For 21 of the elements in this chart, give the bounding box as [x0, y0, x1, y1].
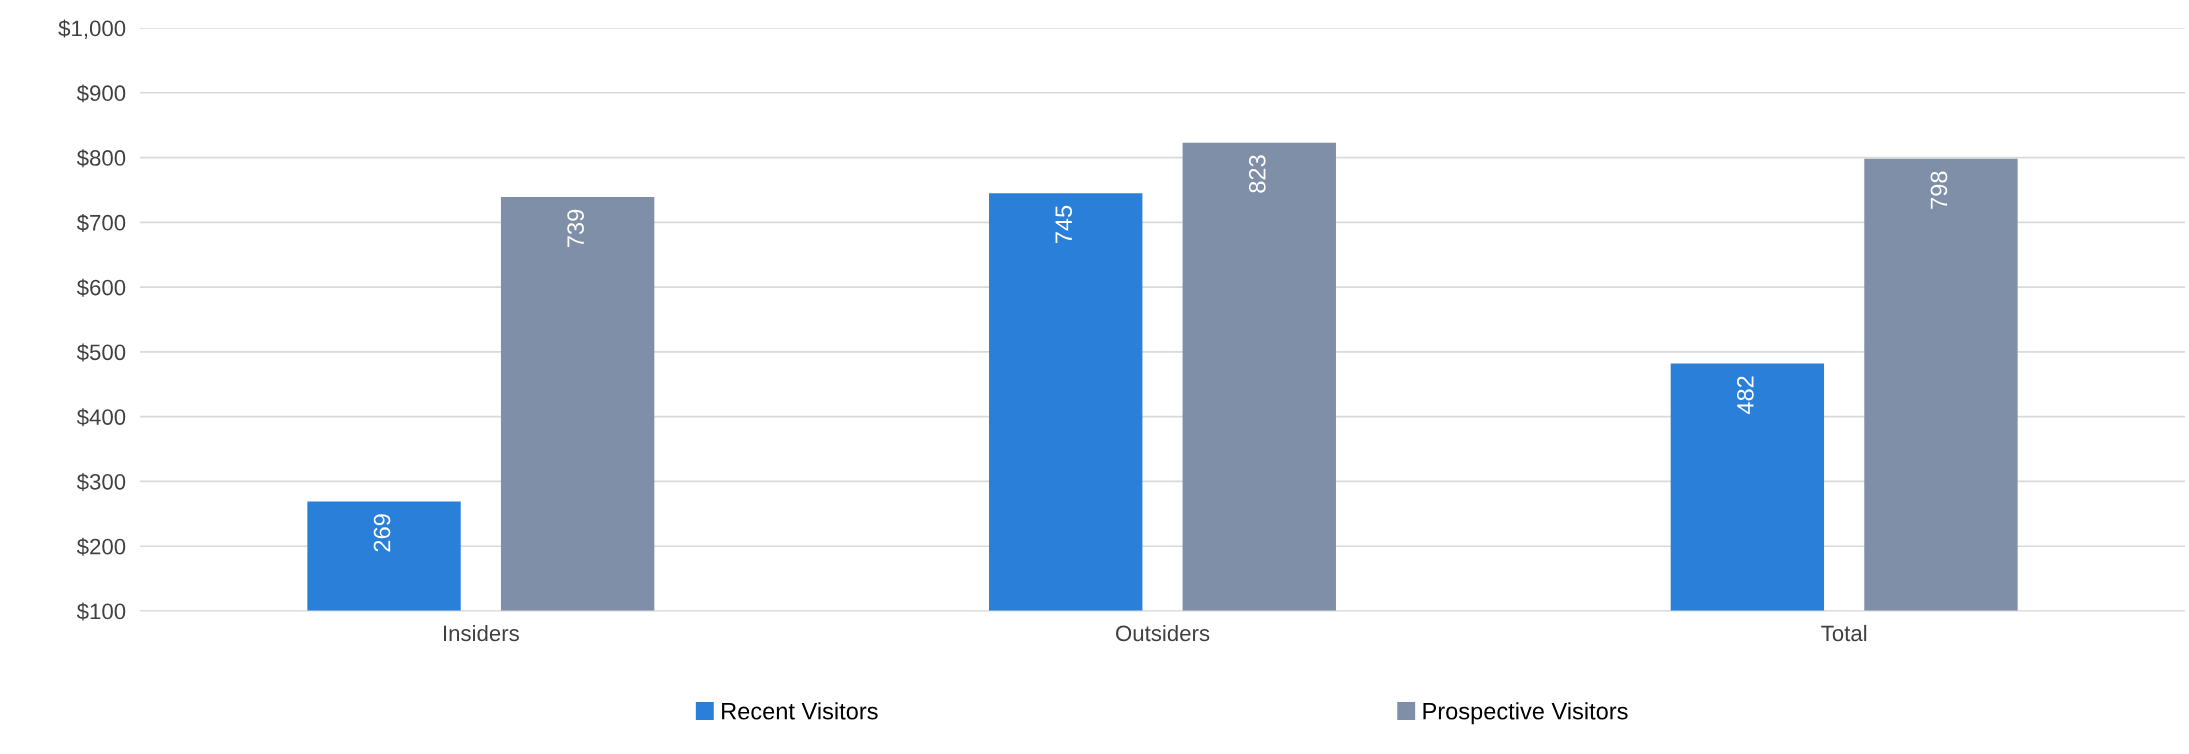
y-tick-label: $200 [76, 537, 126, 556]
data-label: 269 [373, 514, 391, 552]
data-label: 798 [1930, 171, 1948, 209]
y-tick-label: $100 [76, 602, 126, 621]
y-tick-label: $1,000 [58, 19, 126, 39]
y-tick-label: $900 [76, 84, 126, 103]
y-tick-label: $800 [76, 149, 126, 168]
y-tick-label: $700 [76, 213, 126, 232]
x-tick-label: Outsiders [1116, 624, 1210, 642]
x-tick-label: Total [1821, 624, 1867, 642]
data-label: 739 [567, 209, 584, 247]
y-tick-label: $500 [76, 343, 126, 362]
data-label: 482 [1736, 376, 1754, 415]
x-tick-label: Insiders [443, 624, 519, 642]
y-tick-label: $600 [76, 278, 126, 297]
legend-label: Recent Visitors [722, 702, 878, 720]
legend-label: Prospective Visitors [1423, 702, 1628, 725]
y-tick-label: $400 [76, 408, 126, 427]
data-label: 823 [1248, 155, 1266, 193]
data-label: 745 [1055, 205, 1073, 244]
y-tick-label: $300 [76, 473, 126, 492]
